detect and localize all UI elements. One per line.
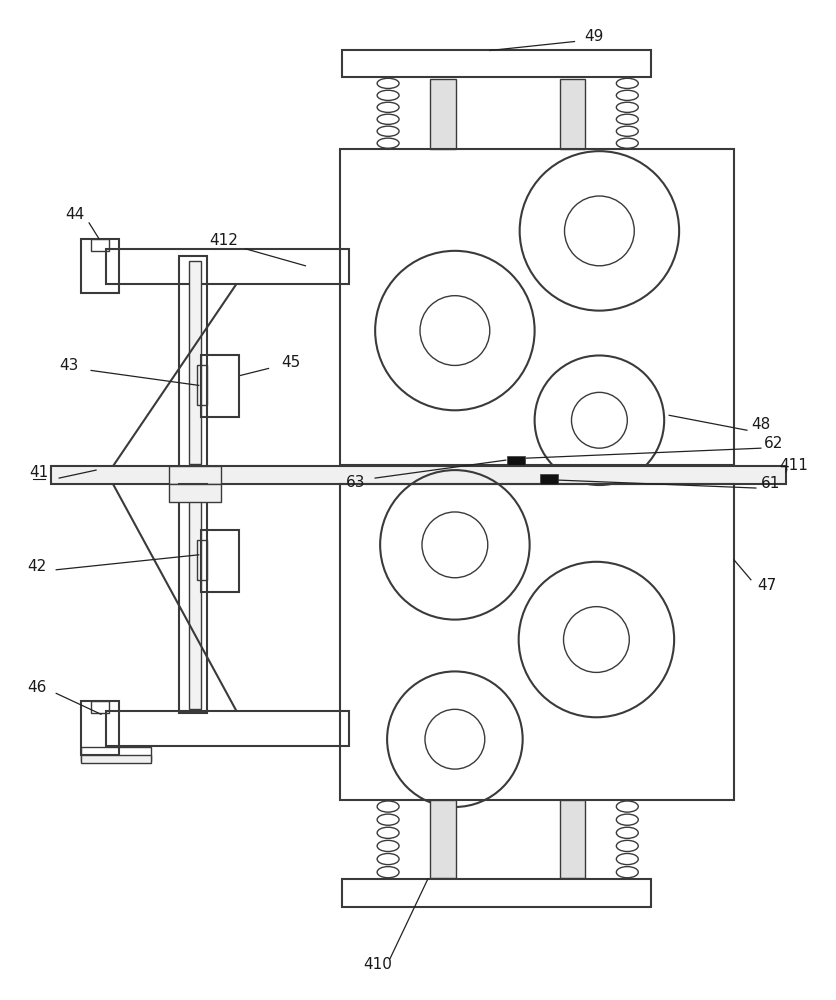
Bar (169, 466, 221, 484)
Text: 61: 61 (760, 476, 780, 491)
Bar (506, 456, 524, 466)
Text: 48: 48 (751, 417, 770, 432)
Bar (51, 466, 785, 484)
Text: 62: 62 (763, 436, 782, 451)
Bar (201, 530, 238, 592)
Bar (340, 484, 733, 800)
Bar (201, 355, 238, 417)
Text: 44: 44 (65, 207, 84, 222)
Text: 45: 45 (280, 355, 299, 370)
Bar (106, 249, 349, 284)
Bar (81, 747, 150, 761)
Bar (91, 239, 109, 251)
Bar (179, 256, 206, 469)
Bar (342, 50, 650, 77)
Bar (430, 800, 456, 878)
Text: 47: 47 (757, 578, 776, 593)
Text: 43: 43 (59, 358, 79, 373)
Text: 410: 410 (364, 957, 392, 972)
Bar (558, 79, 584, 149)
Bar (81, 701, 119, 755)
Bar (179, 484, 206, 713)
Bar (81, 755, 150, 763)
Bar (342, 879, 650, 907)
Text: 411: 411 (778, 458, 808, 473)
Bar (539, 474, 557, 484)
Text: 42: 42 (28, 559, 47, 574)
Text: 46: 46 (28, 680, 47, 695)
Bar (189, 261, 201, 464)
Bar (196, 540, 206, 580)
Bar (340, 149, 733, 465)
Bar (81, 239, 119, 293)
Bar (91, 701, 109, 713)
Bar (169, 484, 221, 502)
Text: 49: 49 (584, 29, 604, 44)
Bar (106, 711, 349, 746)
Text: 41: 41 (29, 465, 48, 480)
Bar (430, 79, 456, 149)
Text: 412: 412 (209, 233, 237, 248)
Bar (558, 800, 584, 878)
Bar (189, 488, 201, 709)
Text: 63: 63 (345, 475, 364, 490)
Bar (196, 365, 206, 405)
